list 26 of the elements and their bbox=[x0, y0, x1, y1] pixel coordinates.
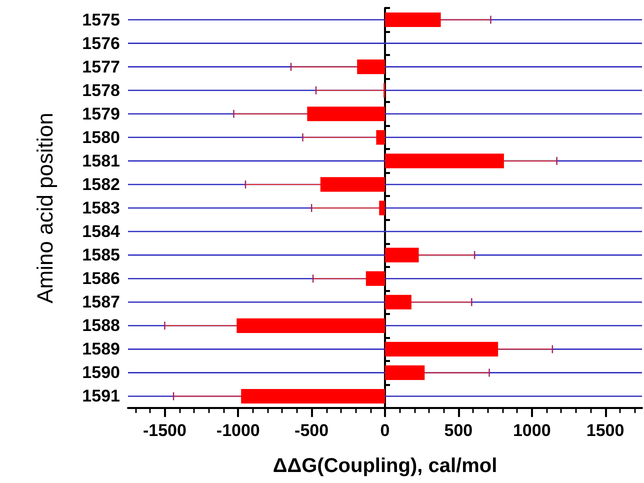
y-tick-label: 1588 bbox=[82, 316, 120, 336]
y-tick-label: 1579 bbox=[82, 104, 120, 124]
y-tick-label: 1587 bbox=[82, 292, 120, 312]
y-tick-label: 1589 bbox=[82, 340, 120, 359]
y-tick-label: 1578 bbox=[82, 80, 120, 100]
x-tick-label: -500 bbox=[294, 421, 329, 440]
y-tick-label: 1581 bbox=[82, 151, 120, 170]
y-tick-label: 1586 bbox=[82, 269, 120, 288]
y-tick-label: 1591 bbox=[82, 386, 120, 406]
x-tick-label: 0 bbox=[380, 421, 390, 440]
x-axis-title: ΔΔG(Coupling), cal/mol bbox=[272, 455, 498, 477]
x-tick-label: -1000 bbox=[216, 421, 260, 440]
x-tick-label: -1500 bbox=[142, 421, 186, 440]
x-tick-label: 1000 bbox=[512, 421, 551, 440]
y-tick-label: 1582 bbox=[82, 174, 120, 194]
y-tick-label: 1584 bbox=[82, 222, 121, 242]
y-tick-label: 1576 bbox=[82, 34, 120, 53]
y-tick-label: 1575 bbox=[82, 10, 120, 30]
y-tick-label: 1583 bbox=[82, 198, 120, 218]
y-tick-label: 1590 bbox=[82, 363, 120, 382]
x-tick-label: 500 bbox=[444, 421, 473, 440]
y-axis-title: Amino acid position bbox=[32, 112, 58, 304]
y-tick-label: 1580 bbox=[82, 128, 120, 147]
y-tick-label: 1585 bbox=[82, 246, 120, 265]
y-tick-label: 1577 bbox=[82, 57, 120, 76]
x-tick-label: 1500 bbox=[586, 421, 624, 440]
